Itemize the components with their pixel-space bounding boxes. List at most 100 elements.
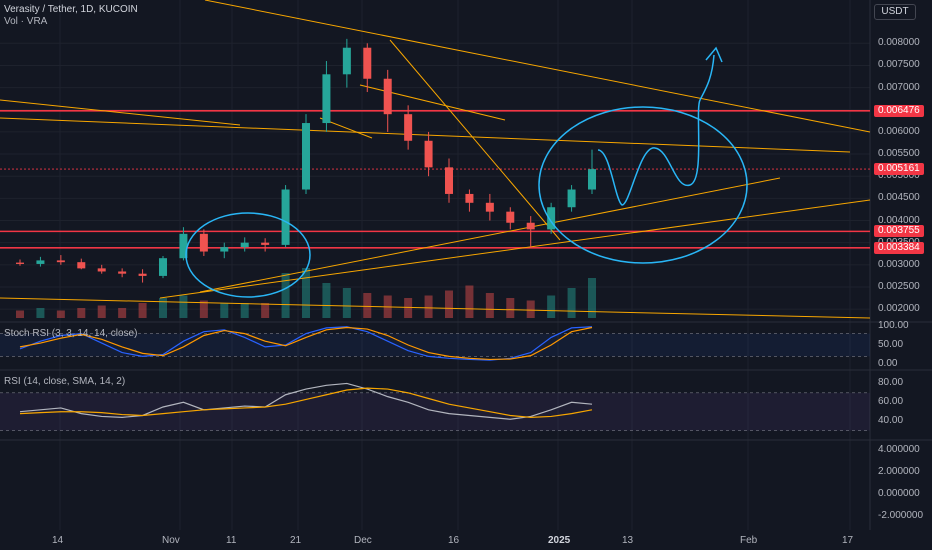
volume-bar	[36, 308, 44, 318]
candle-body	[220, 247, 228, 251]
candle-body	[404, 114, 412, 141]
volume-bar	[77, 308, 85, 318]
price-tick-label: 0.003000	[878, 259, 920, 270]
price-level-tag: 0.003755	[874, 225, 924, 237]
projection-path-annotation	[598, 55, 714, 205]
candle-body	[343, 48, 351, 75]
extra-tick-label: 4.000000	[878, 444, 920, 455]
symbol-title: Verasity / Tether, 1D, KUCOIN	[4, 4, 138, 15]
stoch-tick-label: 50.00	[878, 339, 903, 350]
volume-label: Vol · VRA	[4, 16, 47, 27]
price-level-tag: 0.005161	[874, 163, 924, 175]
rsi-tick-label: 60.00	[878, 396, 903, 407]
candle-body	[384, 79, 392, 114]
time-tick-label: Nov	[162, 535, 180, 546]
volume-bar	[179, 296, 187, 319]
candle-body	[322, 74, 330, 123]
stoch-rsi-title: Stoch RSI (3, 3, 14, 14, close)	[4, 328, 137, 339]
extra-tick-label: 0.000000	[878, 488, 920, 499]
volume-bar	[220, 303, 228, 318]
volume-bar	[445, 291, 453, 319]
volume-bar	[16, 311, 24, 319]
extra-tick-label: -2.000000	[878, 510, 923, 521]
volume-bar	[241, 303, 249, 318]
volume-bar	[506, 298, 514, 318]
volume-bar	[404, 298, 412, 318]
candle-body	[98, 268, 106, 271]
price-tick-label: 0.002500	[878, 281, 920, 292]
price-tick-label: 0.002000	[878, 303, 920, 314]
volume-bar	[363, 293, 371, 318]
volume-bar	[486, 293, 494, 318]
trend-line	[0, 100, 240, 125]
candle-body	[302, 123, 310, 189]
volume-bar	[322, 283, 330, 318]
price-level-tag: 0.003384	[874, 242, 924, 254]
volume-bar	[261, 303, 269, 318]
volume-bar	[527, 301, 535, 319]
candle-body	[261, 243, 269, 245]
price-tick-label: 0.006000	[878, 126, 920, 137]
candle-body	[425, 141, 433, 168]
price-tick-label: 0.004000	[878, 215, 920, 226]
circle-annotation	[539, 107, 747, 263]
candle-body	[445, 167, 453, 194]
price-tick-label: 0.004500	[878, 192, 920, 203]
price-tick-label: 0.005500	[878, 148, 920, 159]
time-tick-label: 14	[52, 535, 63, 546]
volume-bar	[568, 288, 576, 318]
time-tick-label: 2025	[548, 535, 570, 546]
volume-bar	[159, 298, 167, 318]
time-tick-label: 17	[842, 535, 853, 546]
price-tick-label: 0.007500	[878, 59, 920, 70]
trend-line	[205, 0, 870, 132]
circle-annotation	[186, 213, 310, 297]
candle-body	[486, 203, 494, 212]
time-tick-label: 13	[622, 535, 633, 546]
time-tick-label: 21	[290, 535, 301, 546]
candle-body	[77, 262, 85, 268]
volume-bar	[282, 273, 290, 318]
volume-bar	[465, 286, 473, 319]
candle-body	[568, 190, 576, 208]
volume-bar	[57, 311, 65, 319]
rsi-band	[0, 393, 870, 431]
price-tick-label: 0.007000	[878, 82, 920, 93]
candle-body	[506, 212, 514, 223]
time-tick-label: Feb	[740, 535, 757, 546]
candle-body	[588, 169, 596, 189]
time-tick-label: 16	[448, 535, 459, 546]
volume-bar	[425, 296, 433, 319]
candle-body	[36, 260, 44, 264]
volume-bar	[118, 308, 126, 318]
candle-body	[118, 271, 126, 273]
candle-body	[16, 263, 24, 264]
candle-body	[282, 190, 290, 245]
trend-line	[0, 298, 870, 318]
candle-body	[57, 260, 65, 262]
volume-bar	[98, 306, 106, 319]
candle-body	[527, 223, 535, 230]
candle-body	[363, 48, 371, 79]
rsi-tick-label: 40.00	[878, 415, 903, 426]
candle-body	[139, 274, 147, 276]
price-tick-label: 0.008000	[878, 37, 920, 48]
time-tick-label: Dec	[354, 535, 372, 546]
trend-line	[390, 40, 560, 240]
extra-tick-label: 2.000000	[878, 466, 920, 477]
rsi-title: RSI (14, close, SMA, 14, 2)	[4, 376, 125, 387]
stoch-tick-label: 0.00	[878, 358, 897, 369]
volume-bar	[139, 303, 147, 318]
volume-bar	[547, 296, 555, 319]
currency-selector[interactable]: USDT	[874, 4, 916, 20]
time-tick-label: 11	[226, 535, 236, 546]
stoch-tick-label: 100.00	[878, 320, 909, 331]
rsi-tick-label: 80.00	[878, 377, 903, 388]
candle-body	[241, 243, 249, 247]
price-level-tag: 0.006476	[874, 105, 924, 117]
candle-body	[200, 234, 208, 252]
candle-body	[159, 258, 167, 276]
candle-body	[465, 194, 473, 203]
volume-bar	[343, 288, 351, 318]
